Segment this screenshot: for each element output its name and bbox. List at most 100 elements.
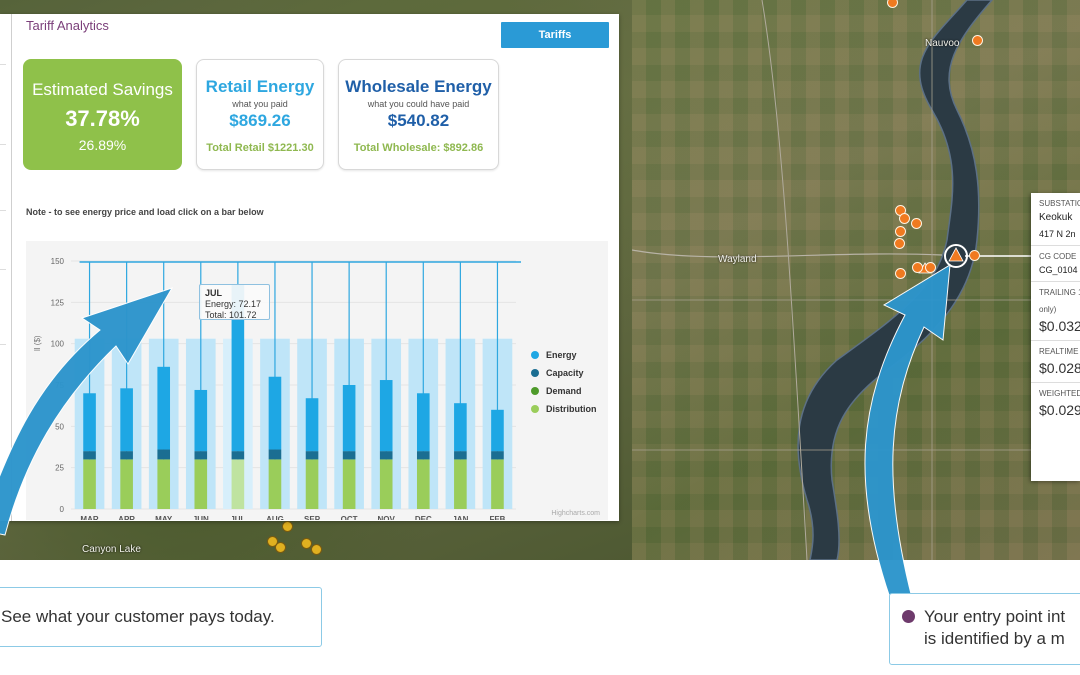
legend-label-energy: Energy [546, 350, 577, 360]
strip-divider [0, 64, 6, 65]
chart-bar-capacity [194, 451, 208, 460]
chart-bar-capacity [120, 451, 133, 460]
window-title: Tariff Analytics [26, 18, 109, 33]
chart-bar-capacity [379, 451, 393, 460]
chart-bar-distribution [379, 459, 393, 509]
map-marker-orange[interactable] [895, 226, 906, 237]
map-marker-orange[interactable] [911, 218, 922, 229]
map-marker-yellow[interactable] [275, 542, 286, 553]
map-marker-yellow[interactable] [267, 536, 278, 547]
chart-bar-distribution [305, 459, 319, 509]
savings-secondary-percent: 26.89% [78, 137, 127, 153]
estimated-savings-card[interactable]: Estimated Savings 37.78% 26.89% [23, 59, 182, 170]
wholesale-total: Total Wholesale: $892.86 [353, 142, 484, 154]
caption-right: Your entry point int is identified by a … [889, 593, 1080, 665]
tariff-stacked-bar-chart: 0 25 50 75 100 125 150 ll ($) MAR APR MAY JUN JUL AUG… [26, 241, 608, 520]
chart-bar-capacity [454, 451, 467, 460]
y-tick-label: 125 [51, 298, 65, 307]
map-marker-orange[interactable] [912, 262, 923, 273]
legend-item-capacity[interactable]: Capacity [531, 368, 597, 378]
retail-total: Total Retail $1221.30 [206, 142, 314, 154]
x-tick-label: NOV [378, 515, 396, 520]
chart-bar-energy [268, 376, 282, 450]
x-tick-label: JUN [193, 515, 209, 520]
legend-item-demand[interactable]: Demand [531, 386, 597, 396]
map-marker-orange[interactable] [925, 262, 936, 273]
legend-marker-capacity [531, 369, 539, 377]
weighted-value: $0.029 [1039, 402, 1080, 418]
chart-bar-energy [83, 393, 96, 452]
savings-primary-percent: 37.78% [65, 106, 140, 131]
retail-amount: $869.26 [229, 111, 291, 130]
weighted-label: WEIGHTED [1039, 389, 1080, 398]
chart-bar-energy [194, 389, 208, 452]
legend-label-distribution: Distribution [546, 404, 597, 414]
selected-substation-ring[interactable] [944, 244, 968, 268]
map-marker-orange[interactable] [899, 213, 910, 224]
y-tick-label: 50 [55, 422, 64, 431]
legend-marker-distribution [531, 405, 539, 413]
caption-right-line2: is identified by a m [924, 629, 1065, 648]
savings-title: Estimated Savings [32, 80, 173, 99]
chart-credit[interactable]: Highcharts.com [551, 510, 600, 517]
tariffs-button[interactable]: Tariffs [501, 22, 609, 48]
wholesale-amount: $540.82 [387, 111, 450, 130]
window-left-strip [0, 14, 12, 521]
chart-bar-distribution [268, 459, 282, 509]
map-marker-yellow[interactable] [311, 544, 322, 555]
substation-row: SUBSTATION Keokuk 417 N 2n [1031, 193, 1080, 246]
retail-energy-card[interactable]: Retail Energy what you paid $869.26 Tota… [196, 59, 324, 170]
map-marker-orange[interactable] [972, 35, 983, 46]
strip-divider [0, 210, 6, 211]
substation-triangle-icon[interactable] [948, 247, 964, 262]
chart-bar-distribution [231, 459, 245, 509]
chart-note: Note - to see energy price and load clic… [26, 207, 264, 217]
chart-bar-energy [454, 403, 467, 452]
realtime-label: REALTIME F [1039, 347, 1080, 356]
map-marker-orange[interactable] [969, 250, 980, 261]
substation-address: 417 N 2n [1039, 229, 1076, 239]
x-tick-label: APR [118, 515, 135, 520]
x-tick-label: DEC [415, 515, 432, 520]
tooltip-total: Total: 101.72 [205, 310, 257, 320]
x-tick-label: OCT [341, 515, 358, 520]
map-marker-yellow[interactable] [301, 538, 312, 549]
x-tick-label: JAN [452, 515, 468, 520]
chart-bar-capacity [157, 449, 171, 460]
legend-item-energy[interactable]: Energy [531, 350, 597, 360]
trailing-label: TRAILING 1 [1039, 288, 1080, 297]
y-tick-label: 75 [55, 381, 64, 390]
y-tick-label: 0 [60, 505, 65, 514]
map-marker-orange[interactable] [895, 268, 906, 279]
chart-bar-capacity [83, 451, 96, 460]
y-tick-label: 150 [51, 257, 65, 266]
map-marker-orange[interactable] [894, 238, 905, 249]
substation-info-panel: SUBSTATION Keokuk 417 N 2n CG CODE CG_01… [1031, 193, 1080, 481]
caption-left: See what your customer pays today. [0, 587, 322, 647]
cg-code-value: CG_0104 [1039, 265, 1078, 275]
tariff-analytics-window: Tariff Analytics Tariffs Estimated Savin… [0, 14, 619, 521]
map-label-wayland: Wayland [718, 254, 757, 265]
legend-item-distribution[interactable]: Distribution [531, 404, 597, 414]
map-label-canyon-lake: Canyon Lake [82, 544, 141, 555]
tooltip-month: JUL [205, 288, 223, 298]
x-tick-label: AUG [266, 515, 284, 520]
map-road [632, 249, 943, 258]
tooltip-energy: Energy: 72.17 [205, 299, 262, 309]
y-axis-label: ll ($) [33, 335, 42, 351]
wholesale-energy-card[interactable]: Wholesale Energy what you could have pai… [338, 59, 499, 170]
legend-label-demand: Demand [546, 386, 582, 396]
x-tick-label: MAY [155, 515, 173, 520]
map-marker-yellow[interactable] [282, 521, 293, 532]
retail-title: Retail Energy [205, 77, 315, 96]
chart-bar-capacity [231, 451, 245, 460]
map-marker-orange[interactable] [887, 0, 898, 8]
trailing-suffix: only) [1039, 305, 1057, 314]
trailing-value: $0.032 [1039, 318, 1080, 334]
map-background-right[interactable]: Nauvoo Wayland [632, 0, 1080, 560]
x-tick-label: FEB [489, 515, 505, 520]
chart-bar-distribution [194, 459, 208, 509]
chart-bar-distribution [454, 459, 467, 509]
river-overlay [632, 0, 1080, 560]
realtime-row: REALTIME F $0.028 [1031, 341, 1080, 383]
